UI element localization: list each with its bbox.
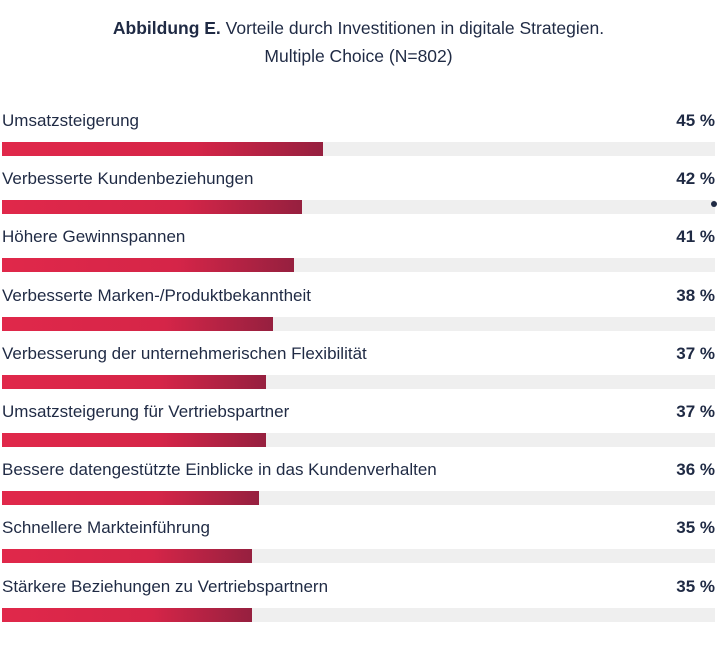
bar-track bbox=[2, 549, 715, 564]
value-label: 45 % bbox=[676, 111, 715, 130]
bar-row: Umsatzsteigerung 45 % bbox=[0, 110, 717, 160]
chart-subtitle: Multiple Choice (N=802) bbox=[264, 46, 453, 66]
value-label: 37 % bbox=[676, 402, 715, 421]
value-label: 36 % bbox=[676, 460, 715, 480]
bar bbox=[2, 258, 294, 273]
category-label: Umsatzsteigerung für Vertriebspartner bbox=[2, 402, 290, 421]
category-label: Verbesserung der unternehmerischen Flexi… bbox=[2, 343, 367, 363]
title-line: Abbildung E. Vorteile durch Investitione… bbox=[0, 14, 717, 42]
category-label: Schnellere Markteinführung bbox=[2, 518, 210, 538]
bar-track bbox=[2, 374, 715, 389]
figure-number: Abbildung E. bbox=[112, 18, 221, 38]
category-label: Verbesserte Marken-/Produktbekanntheit bbox=[2, 285, 312, 305]
bar-row: Verbesserung der unternehmerischen Flexi… bbox=[0, 343, 717, 393]
bar bbox=[2, 607, 252, 622]
bar-row: Schnellere Markteinführung 35 % bbox=[0, 517, 717, 567]
value-label: 42 % bbox=[676, 169, 715, 189]
bar bbox=[2, 549, 252, 564]
category-label: Bessere datengestützte Einblicke in das … bbox=[2, 460, 437, 480]
bar-row: Bessere datengestützte Einblicke in das … bbox=[0, 459, 717, 509]
bar-row: Verbesserte Kundenbeziehungen 42 % bbox=[0, 168, 717, 218]
bar-row: Umsatzsteigerung für Vertriebspartner 37 … bbox=[0, 401, 717, 451]
figure-caption: Vorteile durch Investitionen in digitale… bbox=[225, 18, 605, 38]
bar-row: Verbesserte Marken-/Produktbekanntheit 38… bbox=[0, 285, 717, 335]
value-label: 37 % bbox=[676, 343, 715, 363]
bar-track bbox=[2, 200, 715, 215]
bar bbox=[2, 491, 259, 506]
value-label: 35 % bbox=[676, 518, 715, 538]
bar bbox=[2, 142, 323, 156]
bar bbox=[2, 433, 266, 447]
category-label: Umsatzsteigerung bbox=[2, 111, 140, 130]
value-label: 38 % bbox=[676, 285, 715, 305]
value-label: 41 % bbox=[676, 227, 715, 247]
bar bbox=[2, 374, 266, 389]
category-label: Verbesserte Kundenbeziehungen bbox=[2, 169, 254, 189]
bar bbox=[2, 316, 273, 331]
bar-track bbox=[2, 491, 715, 506]
bar-track bbox=[2, 607, 715, 622]
bar-track bbox=[2, 142, 715, 156]
bar-track bbox=[2, 433, 715, 447]
value-label: 35 % bbox=[676, 576, 715, 596]
scroll-dot-marker bbox=[711, 201, 717, 207]
bar bbox=[2, 200, 302, 215]
bar-chart: Umsatzsteigerung 45 % Verbesserte Kundenbe… bbox=[0, 110, 717, 650]
bar-track bbox=[2, 258, 715, 273]
category-label: Höhere Gewinnspannen bbox=[2, 227, 186, 247]
bar-row: Stärkere Beziehungen zu Vertriebspartner… bbox=[0, 576, 717, 626]
bar-track bbox=[2, 316, 715, 331]
chart-title: Abbildung E. Vorteile durch Investitione… bbox=[0, 14, 717, 70]
bar-row: Höhere Gewinnspannen 41 % bbox=[0, 226, 717, 276]
category-label: Stärkere Beziehungen zu Vertriebspartner… bbox=[2, 576, 329, 596]
